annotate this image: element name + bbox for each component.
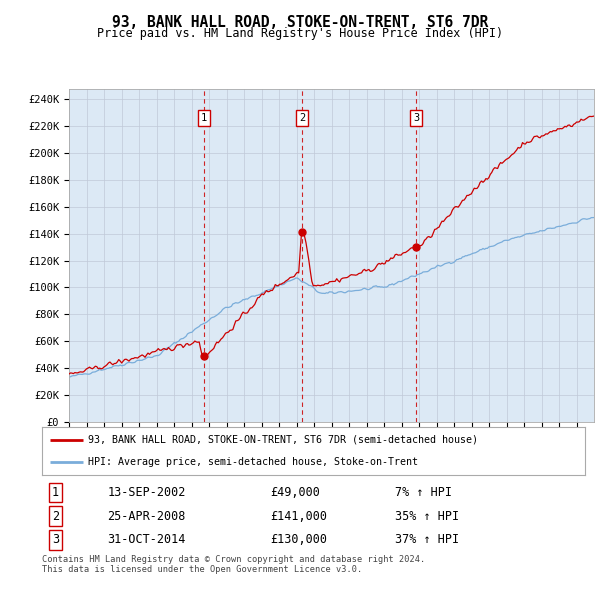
Text: £130,000: £130,000 <box>270 533 327 546</box>
Text: £49,000: £49,000 <box>270 486 320 499</box>
Text: Contains HM Land Registry data © Crown copyright and database right 2024.: Contains HM Land Registry data © Crown c… <box>42 555 425 563</box>
Text: 1: 1 <box>52 486 59 499</box>
Text: 31-OCT-2014: 31-OCT-2014 <box>107 533 185 546</box>
Text: £141,000: £141,000 <box>270 510 327 523</box>
Text: 13-SEP-2002: 13-SEP-2002 <box>107 486 185 499</box>
Text: Price paid vs. HM Land Registry's House Price Index (HPI): Price paid vs. HM Land Registry's House … <box>97 27 503 40</box>
Text: 2: 2 <box>52 510 59 523</box>
Text: HPI: Average price, semi-detached house, Stoke-on-Trent: HPI: Average price, semi-detached house,… <box>88 457 418 467</box>
Text: 93, BANK HALL ROAD, STOKE-ON-TRENT, ST6 7DR (semi-detached house): 93, BANK HALL ROAD, STOKE-ON-TRENT, ST6 … <box>88 435 478 445</box>
Text: 7% ↑ HPI: 7% ↑ HPI <box>395 486 452 499</box>
Text: 35% ↑ HPI: 35% ↑ HPI <box>395 510 459 523</box>
Text: 3: 3 <box>413 113 419 123</box>
Text: 93, BANK HALL ROAD, STOKE-ON-TRENT, ST6 7DR: 93, BANK HALL ROAD, STOKE-ON-TRENT, ST6 … <box>112 15 488 30</box>
Text: 37% ↑ HPI: 37% ↑ HPI <box>395 533 459 546</box>
Text: 1: 1 <box>200 113 207 123</box>
Text: 2: 2 <box>299 113 305 123</box>
Text: 25-APR-2008: 25-APR-2008 <box>107 510 185 523</box>
Text: This data is licensed under the Open Government Licence v3.0.: This data is licensed under the Open Gov… <box>42 565 362 574</box>
Text: 3: 3 <box>52 533 59 546</box>
